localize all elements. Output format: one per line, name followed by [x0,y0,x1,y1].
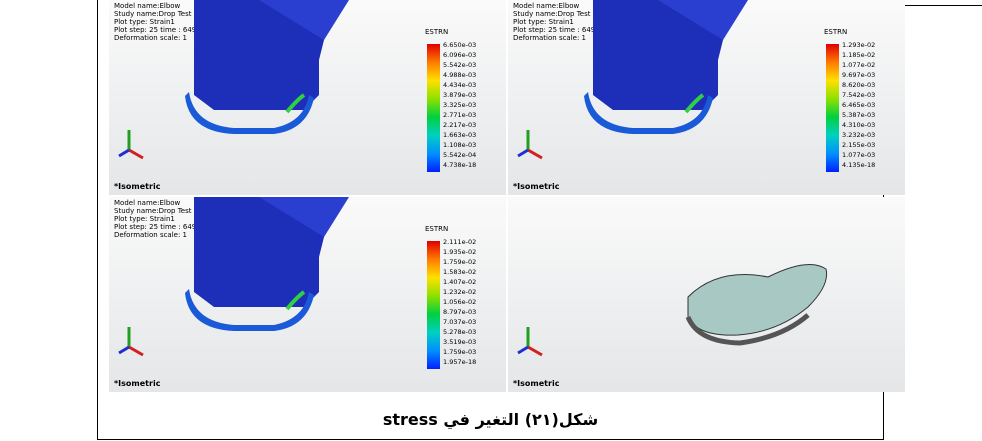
axis-triad [109,0,506,195]
page: Model name:ElbowStudy name:Drop Test Dif… [0,0,982,441]
axis-triad [109,197,506,392]
result-panel: *Isometric [508,197,905,392]
axis-triad [508,0,905,195]
caption: شكل(٢١) التغير في stress [97,410,884,429]
axis-triad [508,197,905,392]
